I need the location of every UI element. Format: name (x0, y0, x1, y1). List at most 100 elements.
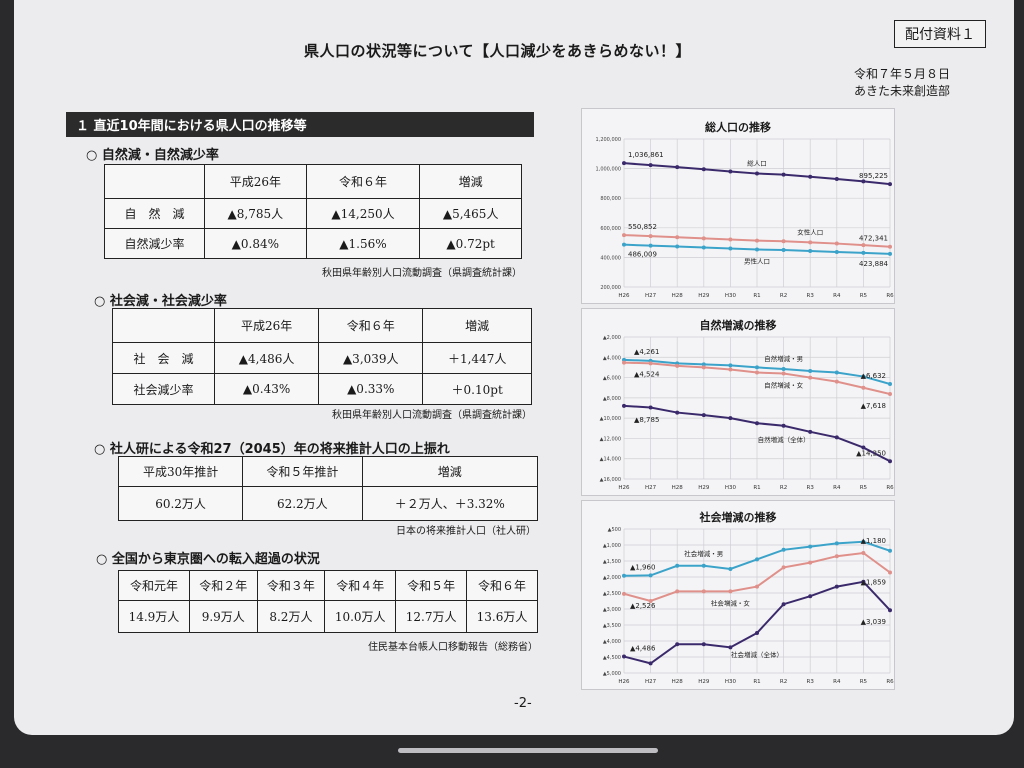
data-point (888, 459, 892, 464)
chart-title: 社会増減の推移 (699, 511, 777, 524)
data-point (728, 237, 733, 242)
data-point (701, 245, 706, 250)
y-tick-label: ▲4,000 (603, 639, 621, 645)
x-tick-label: R1 (753, 293, 760, 299)
data-point (701, 167, 706, 172)
data-point (808, 368, 813, 373)
data-point (834, 541, 839, 546)
x-tick-label: H27 (645, 293, 657, 299)
social-decrease-heading: ○ 社会減・社会減少率 (94, 294, 227, 309)
y-tick-label: 800,000 (600, 196, 621, 202)
data-point (728, 367, 733, 372)
data-point (834, 435, 839, 440)
data-point (701, 413, 706, 418)
row-label: 社 会 減 (112, 342, 215, 374)
data-point (861, 243, 866, 248)
data-label: ▲1,859 (861, 578, 886, 586)
data-label: ▲1,960 (630, 564, 655, 572)
data-point (888, 548, 892, 553)
data-label: ▲7,618 (861, 402, 886, 410)
data-label: 486,009 (628, 251, 657, 259)
data-point (808, 248, 813, 253)
data-point (834, 554, 839, 559)
x-tick-label: H26 (618, 679, 630, 685)
column-header: 令和元年 (118, 570, 190, 601)
data-point (861, 179, 866, 184)
data-point (701, 236, 706, 241)
home-indicator[interactable] (398, 748, 658, 753)
total-population-chart: 総人口の推移 1,200,000 1,000,000 800,000 600,000 4… (581, 108, 895, 304)
x-tick-label: R2 (780, 293, 787, 299)
x-tick-label: R5 (860, 293, 868, 299)
social-decrease-table: 平成26年 令和６年 増減 社 会 減 ▲4,486人 ▲3,039人 ＋1,4… (112, 308, 532, 405)
x-tick-label: R4 (833, 679, 841, 685)
table-cell: ＋２万人、＋3.32% (361, 486, 538, 521)
chart-title: 自然増減の推移 (699, 319, 777, 332)
table-cell: ＋0.10pt (422, 373, 532, 405)
series-label: 男性人口 (744, 257, 770, 266)
x-tick-label: R6 (886, 293, 894, 299)
data-point (648, 243, 653, 248)
data-label: ▲14,250 (856, 449, 886, 457)
data-point (888, 381, 892, 386)
data-label: ▲4,486 (630, 645, 656, 653)
data-point (781, 371, 786, 376)
data-point (675, 235, 680, 240)
data-point (808, 594, 813, 599)
data-point (755, 557, 759, 562)
data-point (728, 246, 733, 251)
data-label: ▲2,526 (630, 602, 656, 610)
column-header: 令和６年 (305, 164, 421, 199)
x-tick-label: H28 (672, 679, 684, 685)
x-tick-label: R4 (833, 485, 841, 491)
data-point (622, 360, 626, 365)
page-title: 県人口の状況等について【人口減少をあきらめない！】 (304, 42, 692, 60)
x-tick-label: H27 (645, 679, 657, 685)
data-point (834, 241, 839, 246)
data-point (834, 379, 839, 384)
y-tick-label: ▲2,000 (603, 575, 621, 581)
social-change-chart: 社会増減の推移 ▲500 ▲1,000 ▲1,500 ▲2,000 ▲2,500 ▲3,0… (581, 500, 895, 690)
column-header: 令和４年 (324, 570, 397, 601)
column-header: 増減 (422, 308, 532, 343)
natural-decrease-table: 平成26年 令和６年 増減 自 然 減 ▲8,785人 ▲14,250人 ▲5,… (104, 164, 522, 259)
data-point (755, 247, 759, 252)
data-point (701, 589, 706, 594)
data-point (808, 375, 813, 380)
data-point (755, 421, 759, 426)
natural-source: 秋田県年齢別人口流動調査（県調査統計課） (322, 268, 522, 279)
data-point (861, 250, 866, 255)
data-point (888, 251, 892, 256)
series-label: 女性人口 (797, 227, 823, 236)
table-cell: ▲0.33% (318, 373, 424, 405)
row-label: 自 然 減 (104, 198, 205, 229)
section-heading-bar: １ 直近10年間における県人口の推移等 (66, 112, 534, 137)
data-label: 1,036,861 (628, 151, 664, 159)
table-cell: ▲0.84% (204, 228, 307, 259)
x-tick-label: R6 (886, 679, 894, 685)
series-label: 社会増減（全体） (731, 650, 783, 659)
migration-source: 住民基本台帳人口移動報告（総務省） (368, 642, 538, 653)
x-tick-label: H29 (698, 293, 710, 299)
data-point (728, 169, 733, 174)
data-point (808, 240, 813, 245)
data-point (834, 250, 839, 255)
column-header: 令和３年 (256, 570, 326, 601)
table-cell: ▲0.72pt (419, 228, 522, 259)
column-header: 増減 (361, 456, 538, 487)
data-point (728, 567, 733, 571)
data-point (808, 174, 813, 179)
x-tick-label: H29 (698, 485, 710, 491)
column-header: 平成26年 (213, 308, 320, 343)
data-point (888, 182, 892, 187)
data-point (648, 599, 653, 603)
page-number: -2- (514, 696, 532, 711)
x-tick-label: R3 (807, 293, 815, 299)
x-tick-label: R2 (780, 485, 787, 491)
data-point (888, 244, 892, 249)
data-label: 550,852 (628, 223, 657, 231)
data-point (834, 584, 839, 589)
data-point (755, 171, 759, 176)
chart-svg: ▲500 ▲1,000 ▲1,500 ▲2,000 ▲2,500 ▲3,000 ▲3,500… (603, 527, 894, 685)
column-header: 増減 (419, 164, 522, 199)
